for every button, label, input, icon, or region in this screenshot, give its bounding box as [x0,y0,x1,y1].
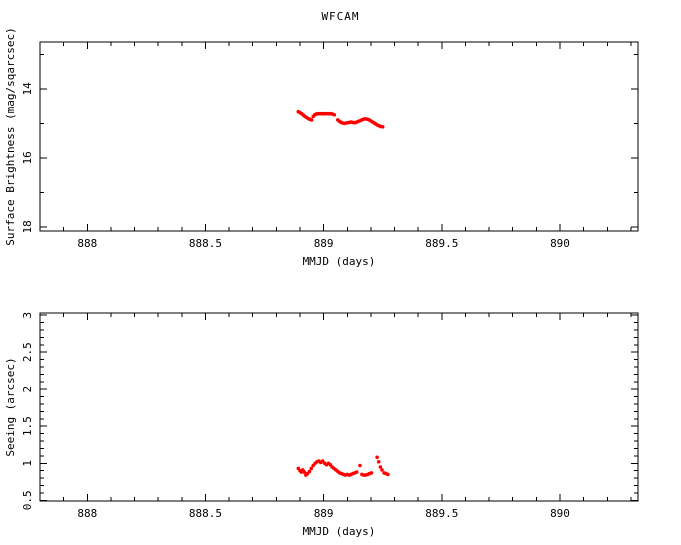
data-point [386,472,390,477]
panel-surface-brightness-panel: 888 888.5 889 889.5 890 14 16 18 MMJD (days) Surf… [4,27,639,268]
data-point [369,471,374,475]
y-tick-label: 18 [21,220,34,233]
data-point [307,469,312,474]
x-tick-label: 888.5 [189,507,222,520]
y-tick-label: 14 [21,82,34,96]
y-tick-label: 16 [21,151,34,164]
data-point [309,466,314,471]
data-point [375,455,379,460]
y-tick-label: 2 [21,386,34,393]
x-tick-label: 888.5 [189,237,222,250]
data-point [354,470,359,474]
y-axis-title: Seeing (arcsec) [4,357,17,456]
data-point [380,125,385,129]
y-tick-label: 0.5 [21,490,34,510]
data-points [296,455,390,477]
plot-frame [39,312,639,502]
data-point [358,463,362,468]
y-tick-label: 2.5 [21,342,34,362]
data-point [332,113,337,117]
y-axis-title: Surface Brightness (mag/sqarcsec) [4,27,17,246]
x-tick-label: 889 [314,237,334,250]
plot-frame [39,41,639,232]
x-axis-title: MMJD (days) [303,255,376,268]
x-tick-label: 888 [77,237,97,250]
data-point [309,118,314,122]
y-tick-label: 3 [21,312,34,319]
y-tick-label: 1 [21,460,34,467]
y-tick-label: 1.5 [21,416,34,436]
data-point [302,470,307,474]
x-tick-label: 888 [77,507,97,520]
x-tick-label: 889.5 [425,507,458,520]
data-points [296,109,385,129]
panel-seeing-panel: 888 888.5 889 889.5 890 0.5 1 1.5 2 2.5 3 MMJD (day… [4,312,639,538]
data-point [380,468,384,472]
x-tick-label: 889 [314,507,334,520]
data-point [378,465,383,469]
chart-title: WFCAM [321,10,360,23]
x-tick-label: 889.5 [425,237,458,250]
x-axis-title: MMJD (days) [303,525,376,538]
x-tick-label: 890 [550,507,570,520]
x-tick-label: 890 [550,237,570,250]
data-point [376,460,381,464]
